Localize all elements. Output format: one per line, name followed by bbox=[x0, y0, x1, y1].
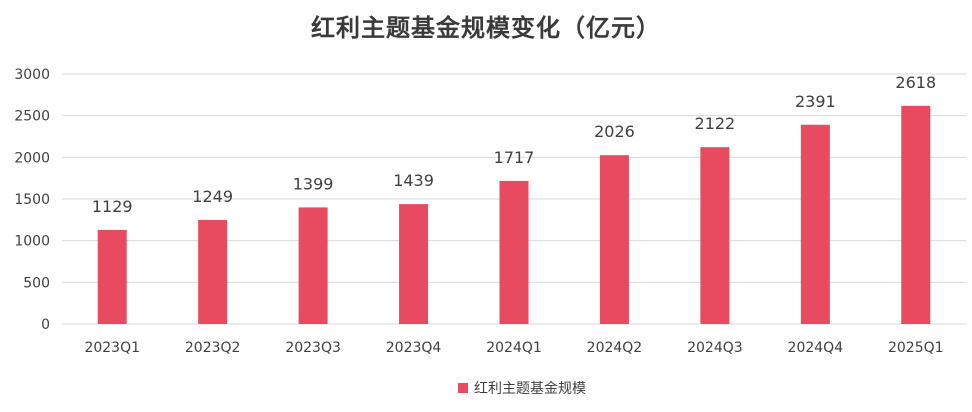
y-tick-label: 500 bbox=[23, 275, 50, 291]
chart-title: 红利主题基金规模变化（亿元） bbox=[311, 14, 661, 42]
data-label: 2122 bbox=[695, 114, 736, 133]
data-label: 2026 bbox=[594, 122, 635, 141]
y-tick-label: 0 bbox=[41, 317, 50, 333]
x-tick-label: 2023Q3 bbox=[285, 340, 341, 356]
y-tick-label: 3000 bbox=[14, 67, 50, 83]
y-tick-label: 1500 bbox=[14, 192, 50, 208]
data-label: 2618 bbox=[895, 73, 936, 92]
x-tick-label: 2024Q3 bbox=[687, 340, 743, 356]
x-tick-label: 2023Q4 bbox=[386, 340, 442, 356]
data-label: 1717 bbox=[494, 148, 535, 167]
bars bbox=[97, 105, 931, 324]
x-axis-ticks: 2023Q1 2023Q2 2023Q3 2023Q4 2024Q1 2024Q2 2024… bbox=[84, 340, 943, 356]
bar bbox=[700, 147, 730, 324]
bar bbox=[298, 207, 328, 324]
y-tick-label: 2000 bbox=[14, 150, 50, 166]
bar bbox=[800, 124, 830, 324]
legend: 红利主题基金规模 bbox=[458, 380, 586, 397]
x-tick-label: 2023Q1 bbox=[84, 340, 140, 356]
x-tick-label: 2025Q1 bbox=[888, 340, 944, 356]
x-tick-label: 2024Q1 bbox=[486, 340, 542, 356]
bar bbox=[97, 229, 127, 324]
legend-swatch bbox=[458, 383, 468, 393]
data-label: 1129 bbox=[92, 197, 133, 216]
data-labels: 1129 1249 1399 1439 1717 2026 2122 2391 2618 bbox=[92, 73, 936, 216]
data-label: 1439 bbox=[393, 171, 434, 190]
x-tick-label: 2024Q4 bbox=[788, 340, 844, 356]
y-axis-ticks: 0 500 1000 1500 2000 2500 3000 bbox=[14, 67, 50, 333]
bar bbox=[901, 105, 931, 324]
data-label: 1249 bbox=[192, 187, 233, 206]
bar bbox=[499, 180, 529, 324]
x-tick-label: 2023Q2 bbox=[185, 340, 241, 356]
y-tick-label: 2500 bbox=[14, 109, 50, 125]
bar bbox=[198, 219, 228, 324]
data-label: 2391 bbox=[795, 92, 836, 111]
bar bbox=[399, 204, 429, 324]
legend-label: 红利主题基金规模 bbox=[474, 380, 586, 397]
x-tick-label: 2024Q2 bbox=[587, 340, 643, 356]
data-label: 1399 bbox=[293, 174, 334, 193]
bar bbox=[599, 155, 629, 324]
y-tick-label: 1000 bbox=[14, 234, 50, 250]
